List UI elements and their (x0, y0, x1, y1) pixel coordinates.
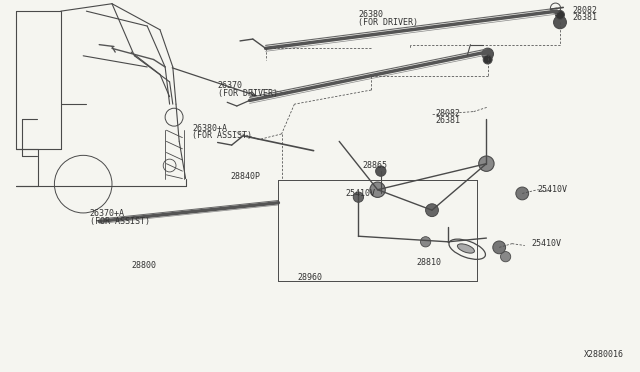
Circle shape (482, 48, 493, 60)
Circle shape (420, 237, 431, 247)
Circle shape (353, 192, 364, 202)
Text: (FOR DRIVER): (FOR DRIVER) (218, 89, 278, 97)
Text: 28810: 28810 (416, 258, 441, 267)
Circle shape (370, 182, 385, 198)
Text: 28960: 28960 (298, 273, 323, 282)
Circle shape (376, 166, 386, 176)
Text: 26370+A: 26370+A (90, 209, 125, 218)
Text: 26381: 26381 (435, 116, 460, 125)
Text: (FOR ASSIST): (FOR ASSIST) (90, 217, 150, 226)
Circle shape (516, 187, 529, 200)
Text: 26380+A: 26380+A (192, 124, 227, 133)
Circle shape (554, 16, 566, 29)
Text: 28840P: 28840P (230, 172, 260, 181)
Text: (FOR ASSIST): (FOR ASSIST) (192, 131, 252, 140)
Circle shape (500, 251, 511, 262)
Circle shape (426, 204, 438, 217)
Text: 28082: 28082 (435, 109, 460, 118)
Ellipse shape (458, 244, 474, 253)
Text: (FOR DRIVER): (FOR DRIVER) (358, 18, 419, 27)
Circle shape (493, 241, 506, 254)
Text: 26380: 26380 (358, 10, 383, 19)
Text: 28800: 28800 (131, 262, 156, 270)
Circle shape (479, 156, 494, 171)
Text: 25410V: 25410V (538, 185, 568, 194)
Text: 25410V: 25410V (346, 189, 376, 198)
Text: 26370: 26370 (218, 81, 243, 90)
Circle shape (556, 10, 564, 19)
Text: 25410V: 25410V (531, 239, 561, 248)
Text: 28082: 28082 (573, 6, 598, 15)
Text: 26381: 26381 (573, 13, 598, 22)
Circle shape (483, 55, 492, 64)
Text: X2880016: X2880016 (584, 350, 624, 359)
Text: 28865: 28865 (363, 161, 388, 170)
